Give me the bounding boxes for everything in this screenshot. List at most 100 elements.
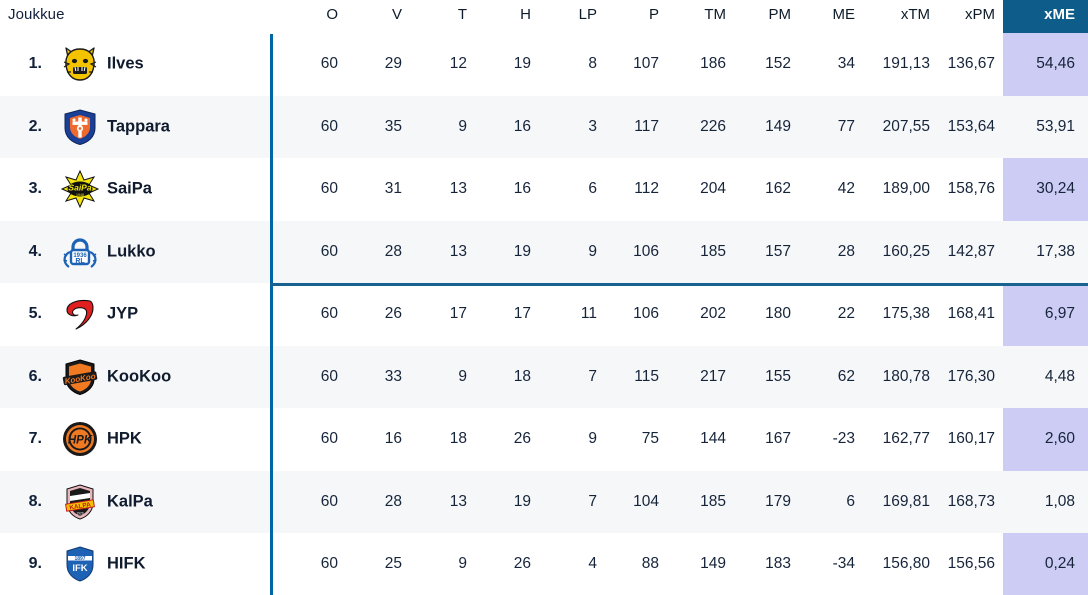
team-name[interactable]: SaiPa [107,179,152,198]
cell-xpm: 156,56 [947,555,995,573]
team-name[interactable]: KooKoo [107,367,172,386]
cell-h: 19 [513,492,531,510]
cell-t: 13 [449,242,467,260]
cell-xme: 0,24 [1044,555,1075,573]
svg-text:1936: 1936 [73,253,87,259]
cell-t: 13 [449,180,467,198]
playoff-cutoff-divider [270,283,1088,286]
table-row[interactable]: 5. JYP 60 26 17 17 11 106 202 180 22 175,38 168,41 6,… [0,283,1088,346]
kookoo-logo: KooKoo [60,357,100,397]
rank-number: 4. [28,242,42,260]
team-name[interactable]: KalPa [107,492,153,511]
cell-xtm: 160,25 [882,242,930,260]
cell-me: 77 [837,117,855,135]
svg-text:1897: 1897 [74,556,85,562]
cell-pm: 162 [765,180,791,198]
cell-tm: 186 [700,55,726,73]
cell-xpm: 168,41 [947,305,995,323]
team-name[interactable]: HIFK [107,554,146,573]
cell-me: 6 [846,492,855,510]
cell-pm: 180 [765,305,791,323]
column-header-me: ME [832,6,856,23]
svg-text:1929: 1929 [76,511,83,515]
ilves-logo [60,44,100,84]
cell-t: 13 [449,492,467,510]
column-header-xme: xME [1003,0,1088,33]
team-name[interactable]: Tappara [107,117,170,136]
rank-number: 1. [28,55,42,73]
cell-t: 18 [449,430,467,448]
cell-tm: 185 [700,242,726,260]
cell-me: -23 [832,430,855,448]
cell-xtm: 175,38 [882,305,930,323]
cell-h: 18 [513,367,531,385]
cell-me: -34 [832,555,855,573]
cell-t: 12 [449,55,467,73]
cell-pm: 167 [765,430,791,448]
cell-v: 31 [384,180,402,198]
kalpa-logo: KALPA 1929 [60,482,100,522]
svg-text:RL: RL [75,258,85,265]
svg-text:IFK: IFK [72,563,87,574]
cell-xpm: 153,64 [947,117,995,135]
cell-p: 75 [641,430,659,448]
rank-number: 2. [28,117,42,135]
cell-xpm: 176,30 [947,367,995,385]
team-column-divider [270,34,273,595]
cell-tm: 149 [700,555,726,573]
cell-v: 28 [384,242,402,260]
table-row[interactable]: 3. SaiPa 1948 SaiPa 60 31 13 16 6 112 204 162 42 189,… [0,158,1088,221]
cell-xpm: 158,76 [947,180,995,198]
team-name[interactable]: Ilves [107,54,144,73]
cell-xme: 4,48 [1044,367,1075,385]
cell-me: 22 [837,305,855,323]
cell-p: 107 [633,55,659,73]
cell-xtm: 189,00 [882,180,930,198]
team-name[interactable]: HPK [107,429,142,448]
cell-o: 60 [320,55,338,73]
cell-tm: 204 [700,180,726,198]
cell-xme: 1,08 [1044,492,1075,510]
column-header-h: H [520,6,531,23]
svg-text:HPK: HPK [68,435,93,447]
column-header-o: O [326,6,338,23]
cell-tm: 217 [700,367,726,385]
cell-v: 28 [384,492,402,510]
column-header-pm: PM [768,6,792,23]
table-row[interactable]: 1. Ilves 60 29 12 19 8 107 186 152 34 191,13 136,67 5… [0,33,1088,96]
table-row[interactable]: 8. KALPA 1929 KalPa 60 28 13 19 7 104 185 179 6 169,8… [0,470,1088,533]
cell-o: 60 [320,430,338,448]
cell-p: 106 [633,305,659,323]
cell-h: 16 [513,180,531,198]
svg-text:SaiPa: SaiPa [68,183,91,193]
column-header-p: P [648,6,659,23]
cell-p: 106 [633,242,659,260]
table-row[interactable]: 2. Tappara 60 35 9 16 3 117 226 149 77 207,55 153,64… [0,95,1088,158]
team-name[interactable]: Lukko [107,242,156,261]
cell-pm: 179 [765,492,791,510]
jyp-logo [60,294,100,334]
cell-xme: 53,91 [1036,117,1075,135]
table-row[interactable]: 7. HPK HPK 60 16 18 26 9 75 144 167 -23 162,77 160,17… [0,408,1088,471]
rank-number: 8. [28,492,42,510]
cell-p: 112 [634,180,659,198]
cell-h: 17 [513,305,531,323]
column-header-xtm: xTM [900,6,930,23]
column-header-t: T [457,6,467,23]
cell-lp: 11 [580,305,597,323]
team-name[interactable]: JYP [107,304,139,323]
cell-v: 33 [384,367,402,385]
cell-o: 60 [320,492,338,510]
table-row[interactable]: 6. KooKoo KooKoo 60 33 9 18 7 115 217 155 62 180,78 1… [0,345,1088,408]
cell-t: 17 [449,305,467,323]
cell-tm: 202 [700,305,726,323]
cell-pm: 183 [765,555,791,573]
cell-xpm: 136,67 [947,55,995,73]
cell-pm: 149 [765,117,791,135]
table-row[interactable]: 4. 1936 RL Lukko 60 28 13 19 9 106 185 157 28 160,25 1… [0,220,1088,283]
svg-text:1948: 1948 [76,193,84,197]
cell-o: 60 [320,117,338,135]
cell-xtm: 162,77 [882,430,930,448]
cell-v: 35 [384,117,402,135]
table-row[interactable]: 9. 1897 IFK HIFK 60 25 9 26 4 88 149 183 -34 156,80 15… [0,533,1088,595]
